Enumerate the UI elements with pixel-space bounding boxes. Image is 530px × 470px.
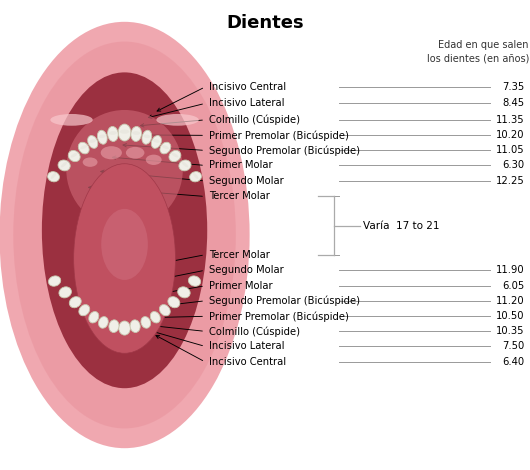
Ellipse shape [188,276,201,286]
Text: 10.50: 10.50 [496,311,525,321]
Ellipse shape [78,142,89,154]
Text: 12.25: 12.25 [496,176,525,186]
Ellipse shape [108,126,118,141]
Text: Incisivo Central: Incisivo Central [209,82,287,92]
Text: Incisivo Central: Incisivo Central [209,357,287,367]
Ellipse shape [70,153,78,157]
Ellipse shape [98,130,107,144]
Ellipse shape [109,131,117,135]
Text: Incisivo Lateral: Incisivo Lateral [209,98,285,109]
Text: 7.50: 7.50 [502,341,525,352]
Ellipse shape [160,305,170,316]
Ellipse shape [74,164,175,353]
Text: 6.30: 6.30 [502,160,525,171]
Text: Tercer Molar: Tercer Molar [209,191,270,202]
Text: Primer Premolar (Bicúspide): Primer Premolar (Bicúspide) [209,130,349,141]
Text: Segundo Molar: Segundo Molar [209,176,284,186]
Ellipse shape [119,321,130,335]
Ellipse shape [109,320,119,332]
Ellipse shape [83,157,98,167]
Ellipse shape [42,72,207,388]
Ellipse shape [79,305,90,316]
Text: 10.35: 10.35 [496,326,525,337]
Ellipse shape [69,297,81,308]
Ellipse shape [193,172,198,179]
Text: Primer Molar: Primer Molar [209,281,273,291]
Ellipse shape [13,41,236,429]
Text: Colmillo (Cúspide): Colmillo (Cúspide) [209,115,301,125]
Ellipse shape [132,131,140,135]
Text: 11.20: 11.20 [496,296,525,306]
Text: Primer Premolar (Bicúspide): Primer Premolar (Bicúspide) [209,311,349,321]
Text: 11.05: 11.05 [496,145,525,156]
Ellipse shape [153,139,160,143]
Ellipse shape [126,147,144,159]
Text: Segundo Premolar (Bicúspide): Segundo Premolar (Bicúspide) [209,145,360,156]
Text: Segundo Molar: Segundo Molar [209,265,284,275]
Ellipse shape [151,312,160,323]
Text: Segundo Premolar (Bicúspide): Segundo Premolar (Bicúspide) [209,296,360,306]
Text: Colmillo (Cúspide): Colmillo (Cúspide) [209,326,301,337]
Text: Varía  17 to 21: Varía 17 to 21 [363,220,439,231]
Text: 8.45: 8.45 [502,98,525,109]
Ellipse shape [168,297,180,308]
Ellipse shape [48,276,61,286]
Ellipse shape [68,150,80,162]
Ellipse shape [0,22,250,448]
Text: 6.40: 6.40 [502,357,525,367]
Ellipse shape [59,287,72,298]
Ellipse shape [169,150,181,162]
Ellipse shape [66,110,183,228]
Ellipse shape [118,124,131,141]
Ellipse shape [99,317,108,328]
Ellipse shape [151,135,162,149]
Text: 7.35: 7.35 [502,82,525,92]
Ellipse shape [143,134,151,138]
Ellipse shape [141,317,151,328]
Text: 11.35: 11.35 [496,115,525,125]
Ellipse shape [89,139,96,143]
Ellipse shape [160,142,171,154]
Ellipse shape [156,114,199,126]
Ellipse shape [146,155,162,165]
Ellipse shape [179,160,191,171]
Text: 11.90: 11.90 [496,265,525,275]
Ellipse shape [142,130,152,144]
Ellipse shape [120,129,129,134]
Text: 10.20: 10.20 [496,130,525,141]
Ellipse shape [87,135,98,149]
Text: 6.05: 6.05 [502,281,525,291]
Text: Edad en que salen
los dientes (en años): Edad en que salen los dientes (en años) [427,40,529,63]
Ellipse shape [162,145,169,149]
Ellipse shape [171,153,179,157]
Ellipse shape [48,172,59,182]
Ellipse shape [131,126,142,141]
Ellipse shape [182,162,188,167]
Ellipse shape [190,172,201,182]
Ellipse shape [99,134,106,138]
Ellipse shape [80,145,87,149]
Ellipse shape [101,209,148,280]
Text: Incisivo Lateral: Incisivo Lateral [209,341,285,352]
Text: Primer Molar: Primer Molar [209,160,273,171]
Text: Dientes: Dientes [226,14,304,32]
Ellipse shape [178,287,190,298]
Ellipse shape [50,114,93,126]
Ellipse shape [89,312,99,323]
Ellipse shape [130,320,140,332]
Ellipse shape [51,172,56,179]
Ellipse shape [58,160,70,171]
Ellipse shape [61,162,67,167]
Ellipse shape [101,146,122,159]
Text: Tercer Molar: Tercer Molar [209,250,270,260]
